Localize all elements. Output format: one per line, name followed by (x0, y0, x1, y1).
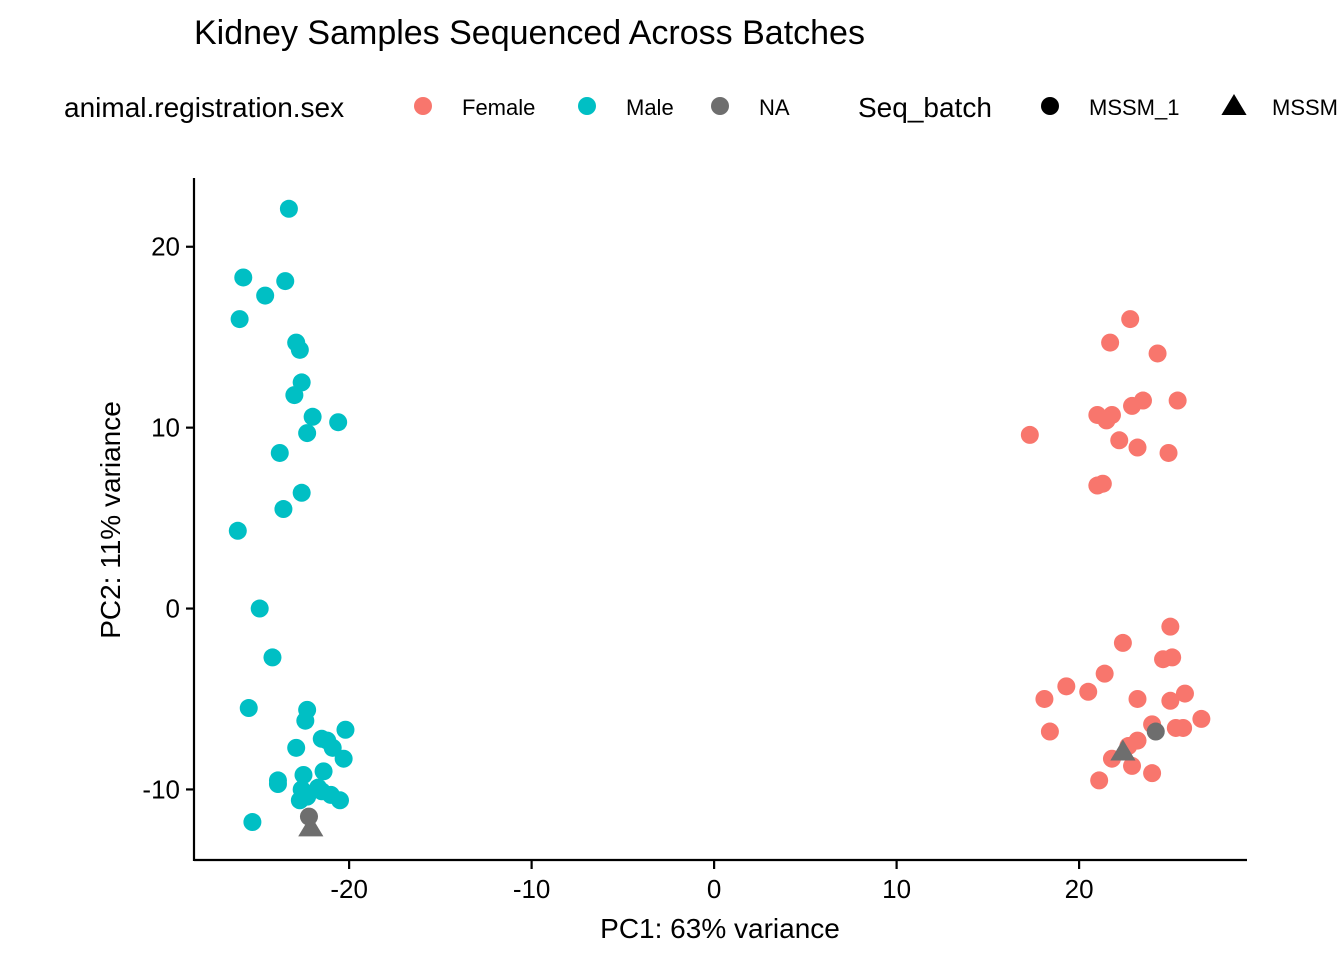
data-point (287, 738, 306, 757)
data-point (230, 310, 249, 329)
data-point (263, 648, 282, 667)
data-point (329, 413, 348, 432)
data-point (296, 711, 315, 730)
data-point (1090, 771, 1109, 790)
data-point (1079, 682, 1098, 701)
x-tick-label: -20 (330, 874, 368, 904)
data-point (1163, 648, 1182, 667)
data-point (276, 272, 295, 291)
data-point (234, 268, 253, 287)
data-point (1020, 425, 1039, 444)
y-axis-ticks: -10 0 10 20 (142, 232, 194, 804)
data-point (243, 813, 262, 832)
data-point (1175, 684, 1194, 703)
data-point (285, 386, 304, 405)
data-point (1035, 689, 1054, 708)
y-tick-label: -10 (142, 774, 180, 804)
data-points (228, 199, 1211, 837)
data-point (334, 749, 353, 768)
data-point (1128, 438, 1147, 457)
data-point (1148, 344, 1167, 363)
data-point (250, 599, 269, 618)
data-point (1101, 333, 1120, 352)
legend-label: Female (462, 95, 535, 120)
data-point (298, 424, 317, 443)
legend-label: MSSM (1272, 95, 1338, 120)
legend-title: animal.registration.sex (64, 92, 344, 123)
chart-title: Kidney Samples Sequenced Across Batches (194, 14, 865, 52)
data-point (1168, 391, 1187, 410)
data-point (336, 720, 355, 739)
data-point (1088, 476, 1107, 495)
legend-key-triangle (1221, 94, 1247, 115)
data-point (1040, 722, 1059, 741)
data-point (314, 762, 333, 781)
x-tick-label: -10 (513, 874, 551, 904)
data-point (279, 199, 298, 218)
data-point (1123, 396, 1142, 415)
data-point-triangle (1110, 739, 1136, 761)
data-point (1174, 718, 1193, 737)
data-point (1161, 617, 1180, 636)
data-point (1095, 664, 1114, 683)
legend: animal.registration.sex Female Male NA Seq_b… (64, 92, 1338, 123)
data-point (1057, 677, 1076, 696)
data-point (256, 286, 275, 305)
data-point (1146, 722, 1165, 741)
y-axis-title: PC2: 11% variance (95, 401, 126, 639)
legend-key-circle (1041, 97, 1059, 115)
legend-label: MSSM_1 (1089, 95, 1179, 120)
data-point (292, 483, 311, 502)
legend-key-circle (578, 97, 596, 115)
data-point (1161, 691, 1180, 710)
y-tick-label: 10 (151, 413, 180, 443)
data-point (270, 443, 289, 462)
x-axis-ticks: -20 -10 0 10 20 (330, 861, 1094, 904)
data-point (1159, 443, 1178, 462)
data-point (1113, 633, 1132, 652)
data-point (330, 791, 349, 810)
data-point (228, 521, 247, 540)
x-tick-label: 10 (882, 874, 911, 904)
data-point-triangle (298, 815, 324, 837)
data-point (323, 738, 342, 757)
y-tick-label: 20 (151, 232, 180, 262)
data-point (1110, 431, 1129, 450)
data-point (1192, 709, 1211, 728)
data-point (239, 699, 258, 718)
x-tick-label: 20 (1065, 874, 1094, 904)
plot-area: -20 -10 0 10 20 -10 0 10 20 (142, 178, 1247, 904)
legend-label: Male (626, 95, 674, 120)
data-point (290, 340, 309, 359)
data-point (303, 407, 322, 426)
data-point (268, 775, 287, 794)
x-tick-label: 0 (707, 874, 721, 904)
legend-title: Seq_batch (858, 92, 992, 123)
data-point (1128, 689, 1147, 708)
legend-key-circle (711, 97, 729, 115)
data-point (1097, 411, 1116, 430)
data-point (1123, 756, 1142, 775)
data-point (1143, 764, 1162, 783)
data-point (294, 765, 313, 784)
y-tick-label: 0 (166, 594, 180, 624)
data-point (1121, 310, 1140, 329)
data-point (290, 791, 309, 810)
legend-key-circle (414, 97, 432, 115)
data-point (274, 500, 293, 519)
x-axis-title: PC1: 63% variance (600, 913, 840, 944)
legend-label: NA (759, 95, 790, 120)
